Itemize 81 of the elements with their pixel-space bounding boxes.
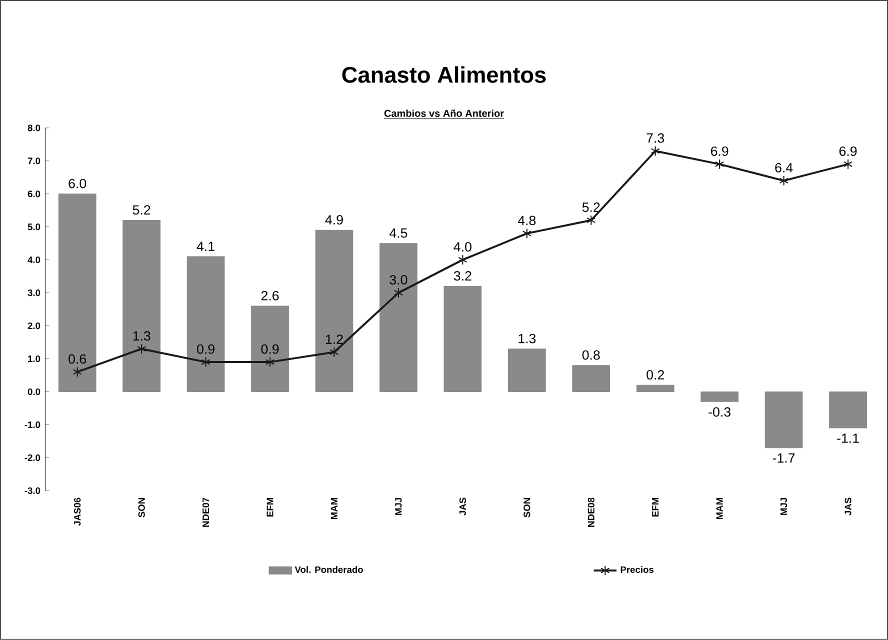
point	[779, 176, 788, 186]
data-label: 5.2	[582, 202, 600, 212]
data-label: 1.3	[133, 331, 150, 341]
data-label: 0.9	[197, 344, 214, 354]
data-label: 0.6	[68, 354, 86, 364]
point	[330, 346, 339, 358]
data-label: 4.1	[196, 242, 214, 251]
legend-label: Precios	[620, 566, 654, 573]
data-label: 6.4	[775, 163, 793, 172]
data-label: 3.0	[390, 275, 408, 285]
y-tick-label: -1.0	[24, 421, 40, 428]
y-tick-label: -2.0	[24, 454, 40, 462]
x-tick-label: SON	[524, 498, 530, 518]
point	[201, 356, 210, 368]
data-label: 0.9	[261, 344, 279, 354]
point	[458, 254, 468, 266]
bar	[444, 286, 482, 392]
chart-subtitle: Cambios vs Año Anterior	[384, 110, 504, 117]
data-label: 0.2	[646, 370, 664, 380]
bar	[186, 256, 225, 392]
data-label: -1.7	[772, 453, 795, 463]
data-label: 1.2	[326, 334, 343, 344]
point	[843, 159, 853, 170]
y-tick-label: 3.0	[28, 290, 40, 296]
data-label: 7.3	[646, 133, 664, 143]
x-tick-label: EFM	[266, 498, 274, 516]
chart-title: Canasto Alimentos	[342, 66, 546, 83]
bar	[58, 194, 96, 392]
x-tick-label: SON	[138, 498, 145, 518]
x-tick-label: JAS	[459, 498, 466, 516]
bar	[572, 365, 610, 392]
data-label: 6.0	[68, 178, 86, 188]
data-label: -1.1	[837, 434, 859, 443]
x-tick-label: MAM	[716, 498, 723, 520]
y-tick-label: 4.0	[28, 256, 40, 264]
data-label: 0.8	[582, 350, 600, 360]
y-tick-label: -3.0	[24, 487, 40, 494]
data-label: 6.9	[839, 146, 857, 156]
bar	[700, 392, 739, 402]
bar	[315, 230, 354, 392]
point	[265, 356, 275, 368]
legend-label: Vol. Ponderado	[294, 566, 363, 573]
x-tick-label: MAM	[331, 498, 338, 520]
y-tick-label: 7.0	[28, 158, 40, 164]
y-tick-label: 1.0	[28, 356, 40, 362]
y-tick-label: 2.0	[28, 322, 40, 330]
data-label: 6.9	[710, 146, 728, 156]
x-tick-label: MJJ	[780, 498, 788, 515]
bar	[380, 243, 418, 392]
point	[72, 366, 82, 378]
y-tick-label: 6.0	[28, 190, 40, 198]
point	[522, 228, 532, 239]
data-label: 4.5	[390, 228, 408, 238]
bar	[508, 348, 546, 392]
data-label: 3.2	[454, 271, 472, 281]
point	[650, 146, 660, 156]
y-tick-label: 5.0	[28, 224, 40, 230]
bar	[636, 384, 674, 392]
x-tick-label: JAS	[844, 498, 852, 516]
data-label: 2.6	[261, 290, 279, 300]
bar	[829, 392, 867, 428]
point	[586, 215, 596, 226]
y-tick-label: 8.0	[28, 124, 40, 132]
x-tick-label: JAS06	[74, 498, 81, 526]
data-label: 4.8	[518, 216, 536, 226]
bar	[764, 392, 803, 448]
x-tick-label: MJJ	[395, 498, 402, 515]
x-tick-label: EFM	[652, 498, 659, 516]
data-label: 1.3	[518, 334, 536, 344]
point	[394, 288, 404, 298]
point	[136, 344, 146, 354]
y-tick-label: 0.0	[28, 388, 40, 396]
data-label: 4.0	[454, 242, 472, 252]
data-label: -0.3	[708, 407, 730, 417]
bar	[251, 306, 289, 392]
data-label: 5.2	[132, 205, 150, 215]
x-tick-label: NDE07	[202, 498, 210, 527]
bar	[122, 220, 160, 392]
data-label: 4.9	[325, 215, 343, 225]
x-tick-label: NDE08	[588, 498, 594, 527]
point	[715, 159, 724, 170]
